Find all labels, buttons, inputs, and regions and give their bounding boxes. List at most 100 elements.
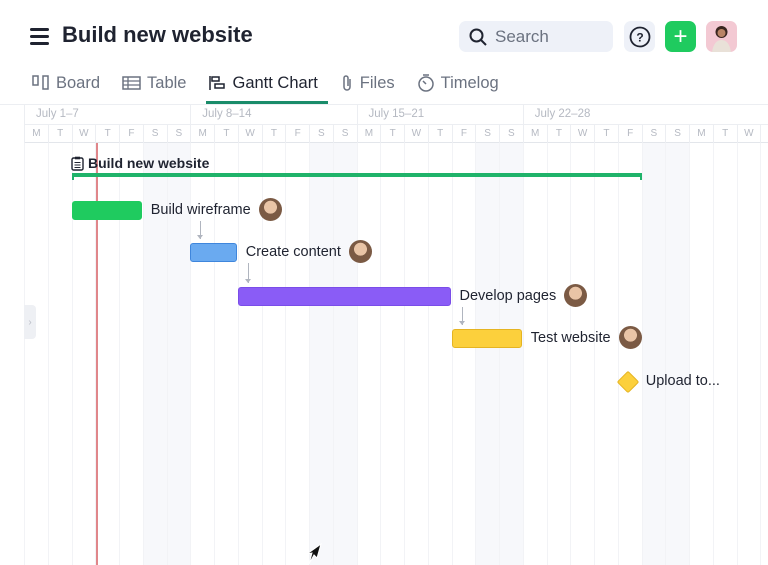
weekend-column [332, 143, 357, 565]
day-label: F [285, 125, 309, 143]
day-column [237, 143, 262, 565]
day-label: W [404, 125, 428, 143]
task-bar[interactable] [237, 287, 451, 306]
menu-icon[interactable] [30, 28, 49, 49]
task-name: Build wireframe [150, 201, 251, 218]
day-label: T [594, 125, 618, 143]
day-label: M [24, 125, 48, 143]
task-bar[interactable] [190, 243, 237, 262]
project-summary-bar[interactable] [72, 173, 642, 180]
day-column [261, 143, 286, 565]
assignee-avatar[interactable] [618, 326, 642, 349]
day-label: S [309, 125, 333, 143]
day-label: W [71, 125, 96, 143]
day-column [380, 143, 404, 565]
tab-label: Board [56, 73, 101, 92]
weekend-column [142, 143, 167, 565]
tab-files[interactable]: Files [340, 66, 395, 100]
day-label: S [665, 125, 689, 143]
search-input[interactable]: Search [459, 21, 613, 52]
day-column [689, 143, 713, 565]
tab-board[interactable]: Board [32, 66, 100, 100]
day-column [451, 143, 476, 565]
expand-sidebar-handle[interactable]: › [24, 305, 36, 339]
day-column [71, 143, 96, 565]
week-label: July 15–21 [356, 105, 523, 125]
tab-timelog[interactable]: Timelog [417, 66, 499, 100]
day-column [570, 143, 594, 565]
day-label: S [142, 125, 167, 143]
page-title: Build new website [62, 22, 253, 47]
task-bar[interactable] [71, 201, 142, 220]
day-label: F [119, 125, 143, 143]
day-label: T [760, 125, 768, 143]
day-label: T [261, 125, 286, 143]
task-label[interactable]: Test website [531, 326, 642, 349]
tab-label: Timelog [440, 73, 499, 92]
project-name: Build new website [88, 155, 210, 171]
day-label: T [546, 125, 571, 143]
day-column [546, 143, 571, 565]
mouse-cursor-icon [306, 543, 322, 565]
board-icon [32, 75, 49, 90]
day-label: T [214, 125, 238, 143]
day-column [285, 143, 309, 565]
day-label: T [380, 125, 404, 143]
task-name: Test website [530, 329, 611, 346]
assignee-avatar[interactable] [258, 198, 282, 221]
project-summary-label: Build new website [71, 155, 209, 171]
tab-gantt-chart[interactable]: Gantt Chart [206, 66, 329, 104]
day-label: M [356, 125, 381, 143]
day-column [214, 143, 238, 565]
dependency-arrow [244, 263, 251, 283]
view-tabs: Board Table Gantt Chart Files Timelog [32, 66, 521, 104]
day-label: S [475, 125, 499, 143]
dependency-arrow [458, 307, 465, 325]
today-line [96, 143, 98, 565]
day-header: MTWTFSSMTWTFSSMTWTFSSMTWTFSSMTWT [24, 125, 768, 143]
day-label: W [570, 125, 594, 143]
day-label: F [451, 125, 476, 143]
weekend-column [641, 143, 666, 565]
day-column [119, 143, 143, 565]
task-label[interactable]: Develop pages [460, 284, 588, 307]
stopwatch-icon [417, 74, 434, 92]
task-label[interactable]: Create content [246, 240, 372, 263]
day-column [404, 143, 428, 565]
tab-label: Table [147, 73, 187, 92]
tab-label: Files [359, 73, 395, 92]
day-column [736, 143, 761, 565]
paperclip-icon [343, 75, 351, 91]
day-label: S [641, 125, 666, 143]
week-header: July 1–7 July 8–14 July 15–21 July 22–28 [24, 105, 768, 125]
clipboard-icon [71, 156, 84, 171]
day-column [522, 143, 547, 565]
assignee-avatar[interactable] [564, 284, 588, 307]
day-column [47, 143, 72, 565]
day-column [24, 143, 48, 565]
svg-text:?: ? [636, 30, 643, 44]
task-label[interactable]: Build wireframe [151, 198, 282, 221]
day-label: W [736, 125, 761, 143]
day-column [190, 143, 214, 565]
question-circle-icon: ? [629, 26, 650, 47]
assignee-avatar[interactable] [348, 240, 372, 263]
tab-label: Gantt Chart [232, 73, 318, 92]
day-column [356, 143, 381, 565]
help-button[interactable]: ? [624, 21, 655, 52]
day-column [594, 143, 618, 565]
weekend-column [475, 143, 499, 565]
user-avatar[interactable] [706, 21, 737, 52]
day-label: M [522, 125, 547, 143]
task-bar[interactable] [451, 329, 522, 348]
add-button[interactable]: + [665, 21, 696, 52]
day-label: T [712, 125, 737, 143]
milestone-label[interactable]: Upload to... [645, 373, 720, 389]
week-label: July 22–28 [522, 105, 689, 125]
week-label: July 1–7 [24, 105, 190, 125]
search-placeholder: Search [495, 26, 549, 46]
task-name: Create content [245, 243, 341, 260]
day-column [712, 143, 737, 565]
tab-table[interactable]: Table [122, 66, 186, 100]
header: Build new website Search ? + Board Table… [0, 0, 768, 104]
